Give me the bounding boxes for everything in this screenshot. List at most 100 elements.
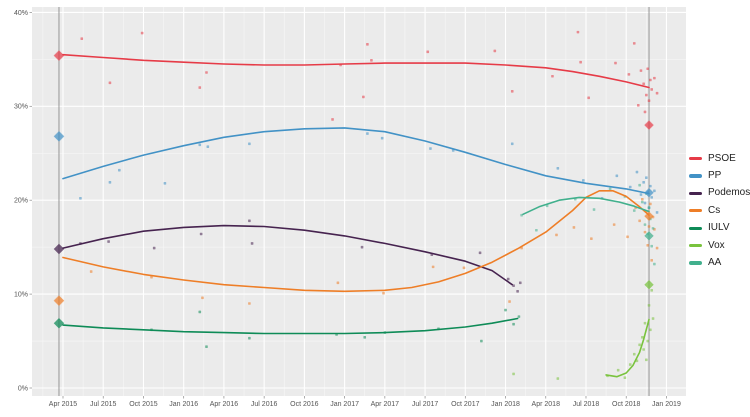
poll-point-vox (638, 343, 641, 347)
legend-label-psoe: PSOE (708, 152, 736, 164)
poll-point-iulv (517, 315, 521, 318)
poll-point-cs (649, 202, 652, 206)
x-tick-label: Apr 2015 (49, 401, 78, 408)
legend-swatch-podemos (689, 191, 702, 196)
legend-item-psoe: PSOE (689, 150, 750, 167)
x-tick-label: Jul 2016 (251, 401, 278, 408)
poll-point-vox (616, 368, 620, 372)
x-tick-label: Jan 2017 (330, 401, 359, 408)
legend-item-podemos: Podemos (689, 185, 750, 202)
poll-point-pp (366, 132, 369, 135)
series-aa-trend (522, 196, 650, 216)
poll-point-podemos (506, 277, 510, 281)
legend-swatch-aa (689, 261, 702, 265)
legend-item-pp: PP (689, 167, 750, 184)
x-tick-label: Jul 2018 (573, 401, 600, 408)
poll-point-pp (628, 185, 632, 189)
poll-point-cs (590, 237, 593, 240)
legend-label-aa: AA (708, 257, 722, 269)
poll-point-cs (612, 223, 616, 226)
poll-point-cs (641, 197, 644, 201)
x-tick-label: Jan 2016 (169, 401, 198, 408)
poll-point-pp (118, 168, 121, 172)
poll-point-cs (650, 258, 653, 262)
poll-point-aa (592, 208, 596, 211)
poll-point-pp (582, 179, 585, 182)
election-result-psoe (53, 50, 65, 61)
poll-point-psoe (639, 69, 643, 72)
poll-point-vox (628, 363, 632, 366)
poll-point-vox (650, 289, 653, 292)
x-tick-label: Oct 2015 (129, 401, 158, 408)
poll-point-vox (645, 358, 648, 362)
poll-point-aa (608, 187, 612, 191)
poll-point-cs (638, 219, 641, 223)
poll-point-psoe (627, 73, 631, 76)
poll-point-psoe (362, 95, 365, 99)
poll-point-iulv (248, 336, 251, 340)
poll-point-cs (248, 302, 251, 305)
poll-point-vox (641, 335, 644, 339)
series-vox-points (512, 289, 655, 380)
poll-point-psoe (642, 82, 645, 86)
x-tick-label: Apr 2018 (532, 401, 561, 408)
poll-point-vox (642, 348, 645, 351)
poll-point-psoe (493, 49, 497, 53)
poll-point-psoe (205, 71, 208, 74)
x-tick-label: Jul 2015 (90, 401, 117, 408)
poll-point-vox (647, 304, 651, 307)
poll-point-iulv (363, 335, 367, 339)
poll-point-aa (647, 206, 651, 210)
poll-point-aa (653, 262, 656, 266)
poll-point-iulv (504, 308, 507, 312)
poll-point-psoe (331, 118, 334, 121)
poll-point-psoe (646, 67, 649, 71)
series-cs-points (89, 197, 659, 305)
chart-legend: PSOE PP Podemos Cs IULV Vox AA (689, 150, 750, 272)
poll-point-psoe (576, 30, 580, 34)
poll-point-podemos (250, 242, 254, 245)
poll-point-psoe (647, 99, 651, 102)
poll-point-psoe (510, 89, 514, 93)
grid-major (32, 7, 686, 396)
poll-point-pp (650, 196, 653, 199)
poll-point-vox (643, 321, 647, 325)
axes: 0% 10% 20% 30% 40% Apr 2015 Jul 2015 Oct 2015 Ja… (14, 10, 681, 408)
poll-point-podemos (518, 281, 522, 285)
poll-point-aa (638, 183, 641, 187)
poll-point-aa (643, 223, 647, 226)
poll-point-cs (382, 291, 385, 295)
poll-point-vox (651, 317, 655, 320)
poll-point-pp (163, 181, 167, 185)
y-tick-label: 20% (14, 198, 28, 205)
poll-point-pp (556, 166, 560, 170)
x-tick-label: Apr 2017 (371, 401, 400, 408)
poll-point-pp (79, 197, 82, 200)
poll-point-vox (632, 352, 636, 356)
poll-point-podemos (248, 219, 251, 223)
poll-point-aa (651, 227, 655, 230)
poll-point-cs (150, 275, 153, 279)
series-cs-trend (62, 190, 650, 293)
y-tick-label: 30% (14, 104, 28, 111)
legend-label-podemos: Podemos (708, 187, 750, 199)
poll-point-psoe (140, 31, 144, 35)
poll-point-cs (508, 300, 511, 303)
legend-swatch-pp (689, 174, 702, 178)
poll-point-aa (535, 228, 538, 232)
poll-point-psoe (198, 86, 202, 89)
poll-point-psoe (614, 61, 617, 65)
poll-point-vox (556, 377, 560, 380)
legend-swatch-vox (689, 244, 702, 248)
poll-point-cs (89, 270, 93, 273)
poll-point-cs (626, 235, 629, 239)
poll-point-cs (336, 281, 340, 285)
poll-point-podemos (478, 251, 482, 255)
legend-item-iulv: IULV (689, 220, 750, 237)
poll-point-pp (198, 143, 202, 147)
poll-point-pp (635, 170, 639, 174)
legend-label-vox: Vox (708, 239, 725, 251)
poll-point-cs (572, 226, 576, 229)
poll-point-psoe (108, 81, 112, 85)
